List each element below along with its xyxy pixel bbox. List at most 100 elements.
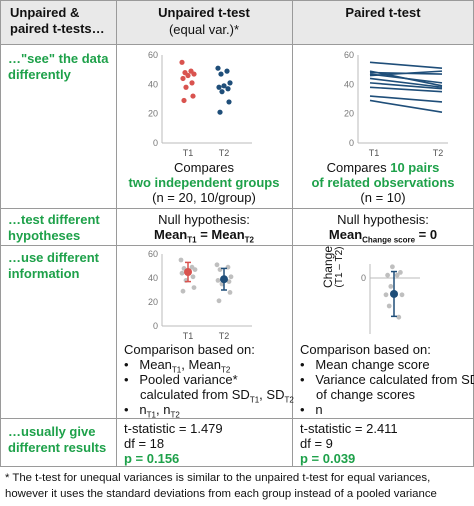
ub1s2: T2 [221,365,231,375]
unpaired-bullet1: • MeanT1, MeanT2 [124,357,231,375]
raw-point [180,288,186,294]
unpaired-basis-title: Comparison based on: [124,342,255,357]
paired-bullet1: • Mean change score [300,357,430,372]
unpaired-bullet3: • nT1, nT2 [124,402,180,420]
ub3s1: T1 [146,410,156,420]
data-point [224,68,230,74]
header-unpaired-sub: (equal var.)* [168,22,240,37]
null-sub2: T2 [244,235,254,245]
mean-point [390,289,398,298]
row-label-results: …usually give different results [8,424,107,455]
y-tick-label: 60 [148,249,158,259]
y-tick-label: 40 [344,79,354,89]
unpaired-bullet2-cont: calculated from SDT1, SDT2 [140,387,294,405]
change-point [386,303,392,309]
y-tick-label: 0 [153,138,158,148]
y-tick-label: 60 [344,50,354,60]
change-point [396,314,402,320]
data-point [218,71,224,77]
change-axis-label: Change (T1 – T2) [321,234,346,300]
data-point [189,80,195,86]
ub2l1: Pooled variance* [139,372,238,387]
x-tick-label: T2 [433,148,444,158]
data-point [216,84,222,90]
change-point [388,284,394,289]
ub3a: n [139,402,147,417]
paired-null-eq: = 0 [415,227,438,242]
paired-compares: Compares [326,160,387,175]
change-point [398,270,403,275]
data-point [181,97,187,104]
paired-bullet3: • n [300,402,323,417]
pair-line [369,61,443,69]
y-tick-label: 20 [148,297,158,307]
y-tick-label: 20 [148,109,158,119]
change-score-plot: 0 [361,264,420,334]
unpaired-compares: Compares [174,160,234,175]
unpaired-bullet2: • Pooled variance* [124,372,238,387]
mean-point [220,275,228,284]
unpaired-compares-green: two independent groups [128,175,280,190]
x-tick-label: T2 [219,148,230,158]
data-point [221,83,227,89]
unpaired-null-hypothesis: MeanT1 = MeanT2 [116,227,292,245]
data-point [183,84,189,90]
change-axis-title: Change [321,245,335,289]
data-point [215,65,221,71]
ub3s2: T2 [170,410,180,420]
raw-point [190,274,196,280]
pair-line [369,86,443,93]
raw-point [191,285,197,290]
raw-point [192,267,198,272]
data-point [219,89,225,95]
footnote-line2: however it uses the standard deviations … [5,488,437,500]
row-label-test: …test different hypotheses [8,212,100,243]
unpaired-null-label: Null hypothesis: [158,212,250,227]
paired-null-sub: Change score [362,235,416,245]
ub1s1: T1 [171,365,182,375]
change-point [383,292,389,298]
y-tick-label: 0 [349,138,354,148]
pair-line [369,77,443,89]
paired-basis-title: Comparison based on: [300,342,431,357]
change-point [385,272,390,278]
paired-null-mean: Mean [328,227,363,242]
paired-df: df = 9 [300,436,333,451]
y-tick-label: 60 [148,50,158,60]
y-tick-label: 0 [361,273,366,283]
paired-compares-green1: 10 pairs [390,160,440,175]
data-point [226,99,232,105]
null-mean1: Mean [154,227,188,242]
data-point [227,80,233,86]
pb2l1: Variance calculated from SD [315,372,474,387]
data-point [185,72,191,79]
row-label-see: …"see" the data differently [8,51,109,82]
raw-point [227,290,233,295]
change-point [390,264,395,270]
unpaired-dot-plot: 0 20 40 60 T1 T2 [148,50,252,158]
data-point [179,59,185,65]
y-tick-label: 0 [153,321,158,331]
raw-point [178,257,184,263]
raw-point [216,298,222,304]
paired-compares-green2: of related observations [311,175,455,190]
paired-p: p = 0.039 [300,451,356,466]
ub3b: , n [155,402,171,417]
change-point [394,272,400,278]
paired-bullet2-cont: of change scores [316,387,416,402]
change-axis-sub: (T1 – T2) [334,246,345,288]
header-left: Unpaired & paired t-tests… [10,5,105,36]
ub1a: Mean [139,357,172,372]
ub1b: , Mean [181,357,222,372]
header-unpaired-title: Unpaired t-test [158,5,250,20]
paired-n: (n = 10) [360,190,406,205]
pb3: n [315,402,323,417]
header-paired-title: Paired t-test [345,5,421,20]
null-sub1: T1 [187,235,197,245]
paired-line-plot: 0 20 40 60 T1 T2 [344,50,448,158]
unpaired-mean-sd-plot: 0 20 40 60 T1 T2 [148,249,252,341]
data-point [217,109,223,115]
raw-point [179,270,185,276]
null-eq: = Mean [196,227,245,242]
